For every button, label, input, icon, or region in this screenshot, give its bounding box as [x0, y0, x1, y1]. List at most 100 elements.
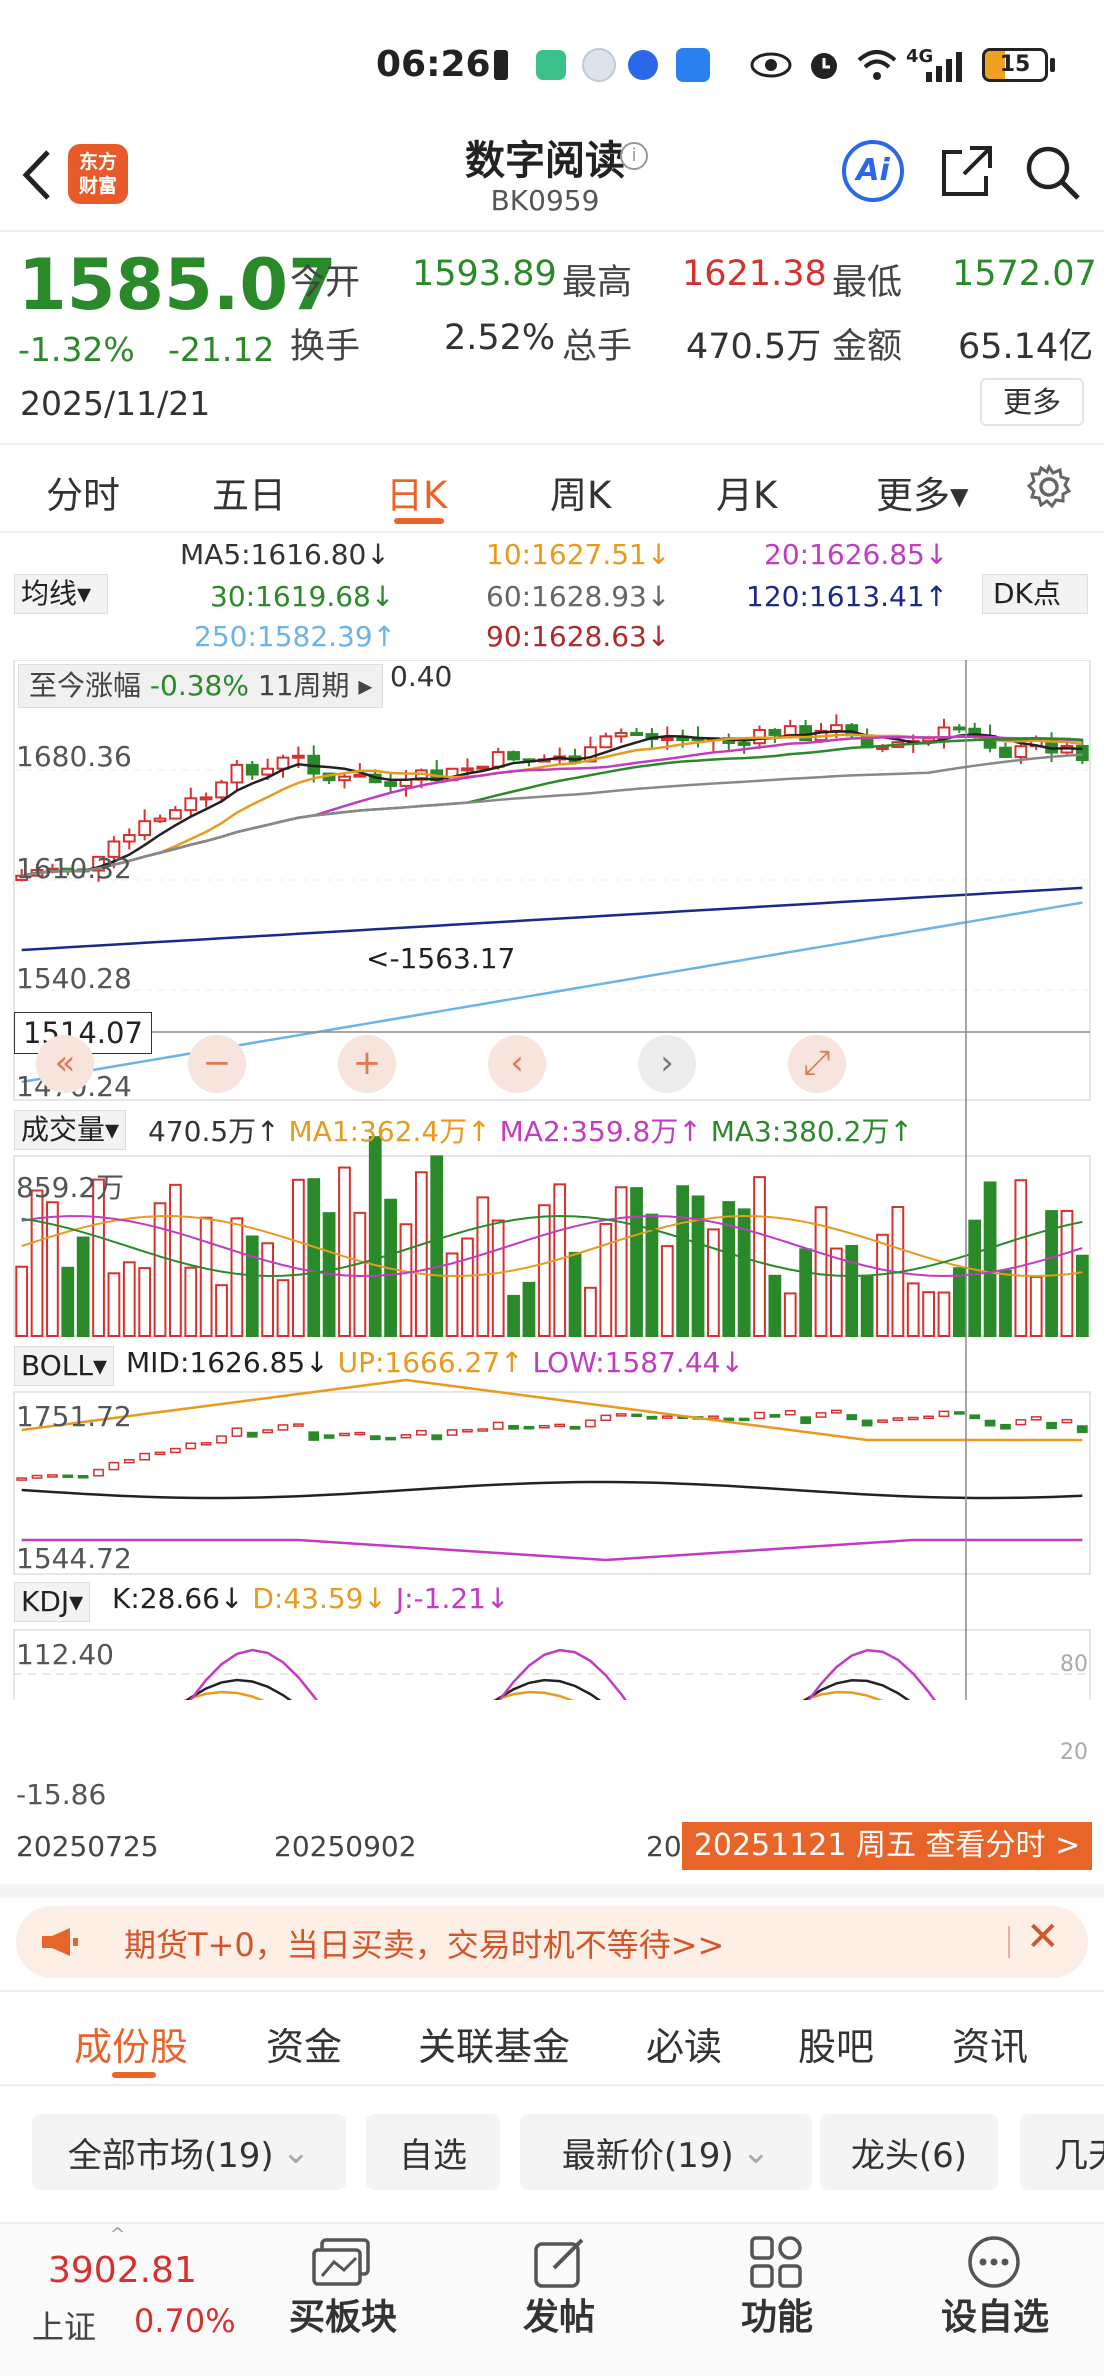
network-type: 4G — [906, 46, 934, 67]
search-icon[interactable] — [1024, 144, 1082, 202]
candle-body — [507, 751, 520, 761]
info-icon[interactable]: i — [620, 142, 648, 170]
zoom-out-button[interactable]: − — [188, 1035, 246, 1093]
scroll-left-fast-button[interactable]: « — [36, 1035, 94, 1093]
filter-more[interactable]: 几天 — [1020, 2114, 1104, 2190]
ai-button[interactable]: Ai — [842, 140, 904, 202]
volume-bar — [1029, 1275, 1043, 1338]
volume-bar — [1014, 1179, 1028, 1337]
index-quote[interactable]: ^ 3902.81 上证 0.70% — [32, 2224, 236, 2346]
promo-banner[interactable]: 期货T+0，当日买卖，交易时机不等待>> ✕ — [16, 1906, 1088, 1978]
tab-must-read[interactable]: 必读 — [646, 2025, 723, 2069]
y-tick: 1610.32 — [16, 852, 132, 885]
candle-body — [768, 728, 782, 736]
candle-body — [138, 820, 152, 837]
tab-news[interactable]: 资讯 — [952, 2025, 1029, 2069]
ma-selector[interactable]: 均线▾ — [14, 574, 108, 614]
boll-candle — [800, 1416, 811, 1425]
filter-latest-price[interactable]: 最新价(19) ⌄ — [520, 2114, 812, 2190]
boll-candle — [708, 1415, 719, 1419]
boll-candle — [1000, 1423, 1011, 1430]
candle-body — [461, 767, 474, 772]
add-watchlist-button[interactable]: 设自选 — [940, 2297, 1049, 2338]
boll-candle — [907, 1416, 919, 1421]
expand-icon[interactable]: ⤢ — [788, 1035, 846, 1093]
volume-bar — [399, 1223, 413, 1338]
boll-candle — [339, 1432, 350, 1437]
scroll-left-button[interactable]: ‹ — [488, 1035, 546, 1093]
filter-watchlist[interactable]: 自选 — [366, 2114, 500, 2190]
current-price: 1585.07 — [18, 244, 337, 326]
tab-daily-k[interactable]: 日K — [386, 474, 448, 517]
x-axis-date: 20250725 — [16, 1830, 159, 1863]
x-axis-date: 20 — [646, 1830, 682, 1863]
tab-intraday[interactable]: 分时 — [46, 474, 120, 517]
panel-frame — [13, 1391, 1091, 1575]
more-button[interactable]: 更多 — [980, 378, 1084, 426]
volume-bar — [15, 1265, 29, 1337]
volume-selector[interactable]: 成交量▾ — [14, 1110, 127, 1150]
post-button[interactable]: 发帖 — [522, 2297, 595, 2338]
grid-icon[interactable] — [748, 2234, 804, 2290]
buy-sector-button[interactable]: 买板块 — [288, 2297, 397, 2338]
filter-all-markets[interactable]: 全部市场(19) ⌄ — [32, 2114, 346, 2190]
candle-body — [92, 855, 105, 872]
change-value: -21.12 — [168, 330, 275, 369]
volume-bar — [876, 1233, 889, 1338]
boll-candle — [47, 1474, 58, 1478]
volume-bar — [614, 1186, 628, 1337]
panel-frame — [13, 1629, 1091, 1700]
kdj-selector[interactable]: KDJ▾ — [14, 1582, 91, 1622]
close-icon[interactable]: ✕ — [1026, 1914, 1060, 1960]
dk-point-button[interactable]: DK点 — [982, 574, 1088, 614]
boll-mid-line — [21, 1480, 1083, 1500]
filter-leaders[interactable]: 龙头(6) — [820, 2114, 998, 2190]
boll-candle — [16, 1477, 28, 1481]
app-notification-icon — [582, 48, 616, 82]
candle-body — [737, 741, 751, 746]
back-icon[interactable] — [20, 148, 54, 202]
low-value: 1572.07 — [952, 254, 1097, 294]
tab-forum[interactable]: 股吧 — [798, 2025, 875, 2069]
more-dots-icon[interactable] — [966, 2234, 1022, 2290]
volume-bar — [1045, 1210, 1058, 1337]
candle-body — [614, 732, 628, 738]
tab-more[interactable]: 更多▾ — [876, 474, 969, 517]
volume-value: 470.5万 — [686, 327, 822, 367]
boll-selector[interactable]: BOLL▾ — [14, 1346, 115, 1386]
compose-icon[interactable] — [532, 2234, 588, 2290]
tab-five-day[interactable]: 五日 — [212, 474, 286, 517]
vol-ma1: MA1:362.4万↑ — [288, 1115, 491, 1148]
tab-related-funds[interactable]: 关联基金 — [418, 2025, 571, 2069]
boll-candle — [723, 1417, 735, 1422]
ma10-value: 10:1627.51↓ — [486, 538, 671, 571]
alarm-icon — [811, 53, 837, 79]
scroll-right-button[interactable]: › — [638, 1035, 696, 1093]
tab-weekly-k[interactable]: 周K — [550, 474, 612, 517]
volume-bar — [937, 1291, 951, 1337]
boll-candle — [861, 1419, 873, 1427]
tab-constituents[interactable]: 成份股 — [74, 2025, 189, 2069]
candle-body — [169, 809, 182, 820]
boll-candle — [646, 1415, 658, 1420]
functions-button[interactable]: 功能 — [740, 2297, 813, 2338]
boll-candle — [216, 1435, 227, 1444]
candle-body — [353, 773, 367, 778]
tab-capital[interactable]: 资金 — [266, 2025, 343, 2069]
tab-monthly-k[interactable]: 月K — [716, 474, 778, 517]
volume-bar — [737, 1208, 751, 1337]
boll-candle — [446, 1429, 458, 1436]
gear-icon[interactable] — [1026, 464, 1072, 510]
boll-candle — [815, 1412, 827, 1418]
zoom-in-button[interactable]: + — [338, 1035, 396, 1093]
boll-candle — [492, 1421, 504, 1430]
eye-icon — [750, 52, 792, 78]
range-change-box[interactable]: 至今涨幅 -0.38% 11周期 ▸ — [18, 664, 384, 708]
view-intraday-button[interactable]: 20251121 周五 查看分时 > — [682, 1822, 1092, 1870]
candle-body — [476, 765, 490, 770]
share-icon[interactable] — [940, 144, 994, 198]
boll-candle — [508, 1424, 519, 1430]
boll-candle — [139, 1452, 151, 1461]
candle-body — [215, 781, 228, 799]
kline-chart[interactable] — [0, 660, 1104, 1700]
